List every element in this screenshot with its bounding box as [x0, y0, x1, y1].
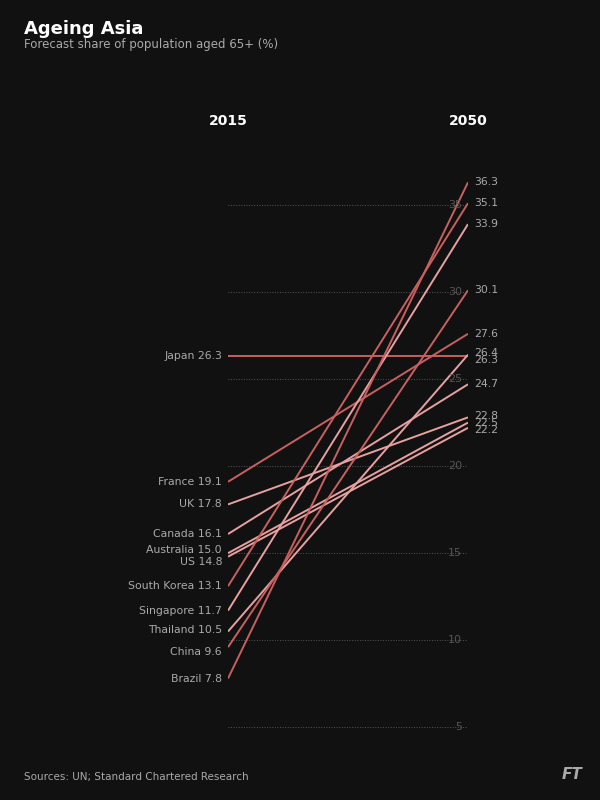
Text: South Korea 13.1: South Korea 13.1	[128, 582, 222, 591]
Text: 5: 5	[455, 722, 462, 732]
Text: US 14.8: US 14.8	[179, 557, 222, 567]
Text: 22.5: 22.5	[474, 418, 498, 427]
Text: 26.4: 26.4	[474, 348, 498, 358]
Text: Thailand 10.5: Thailand 10.5	[148, 625, 222, 634]
Text: Canada 16.1: Canada 16.1	[153, 529, 222, 539]
Text: 22.8: 22.8	[474, 410, 498, 421]
Text: 15: 15	[448, 548, 462, 558]
Text: 35.1: 35.1	[474, 198, 498, 208]
Text: China 9.6: China 9.6	[170, 647, 222, 658]
Text: 22.2: 22.2	[474, 425, 498, 434]
Text: 20: 20	[448, 461, 462, 471]
Text: Brazil 7.8: Brazil 7.8	[171, 674, 222, 683]
Text: 2015: 2015	[209, 114, 247, 128]
Text: 30: 30	[448, 287, 462, 297]
Text: 2050: 2050	[449, 114, 487, 128]
Text: 24.7: 24.7	[474, 379, 498, 390]
Text: 35: 35	[448, 200, 462, 210]
Text: Ageing Asia: Ageing Asia	[24, 20, 143, 38]
Text: FT: FT	[561, 767, 582, 782]
Text: Japan 26.3: Japan 26.3	[164, 351, 222, 362]
Text: 27.6: 27.6	[474, 329, 498, 338]
Text: Singapore 11.7: Singapore 11.7	[139, 606, 222, 616]
Text: Forecast share of population aged 65+ (%): Forecast share of population aged 65+ (%…	[24, 38, 278, 51]
Text: 33.9: 33.9	[474, 219, 498, 229]
Text: France 19.1: France 19.1	[158, 477, 222, 486]
Text: Sources: UN; Standard Chartered Research: Sources: UN; Standard Chartered Research	[24, 773, 248, 782]
Text: 25: 25	[448, 374, 462, 384]
Text: 26.3: 26.3	[474, 355, 498, 365]
Text: 36.3: 36.3	[474, 178, 498, 187]
Text: Australia 15.0: Australia 15.0	[146, 545, 222, 554]
Text: 10: 10	[448, 635, 462, 646]
Text: UK 17.8: UK 17.8	[179, 499, 222, 510]
Text: 30.1: 30.1	[474, 286, 498, 295]
